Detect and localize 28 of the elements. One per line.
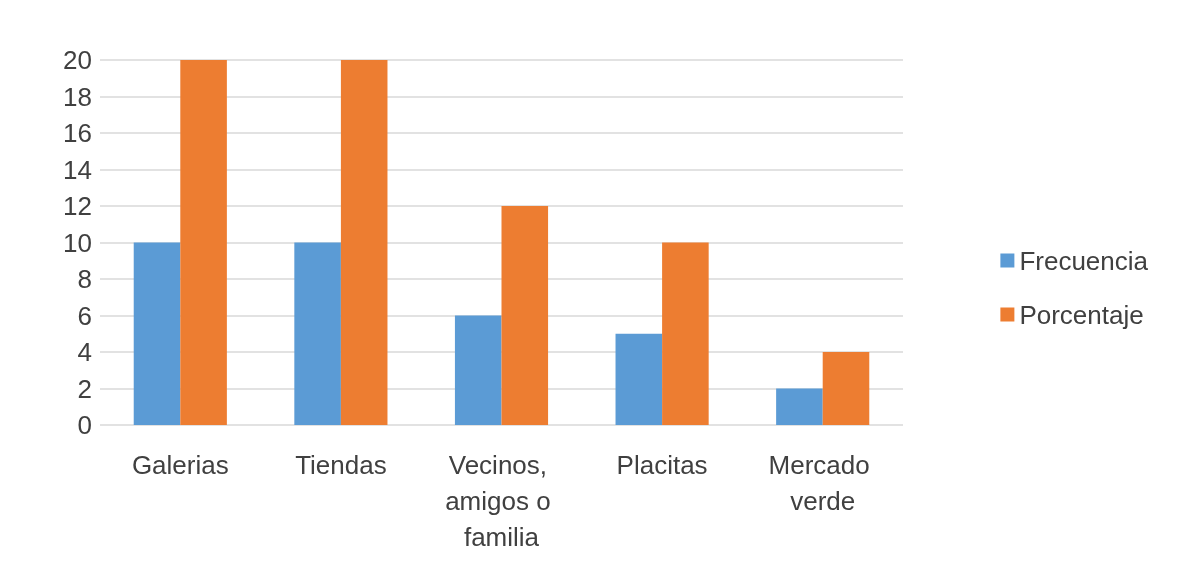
y-tick-label: 12	[63, 191, 92, 221]
x-tick-label: Mercado verde	[768, 450, 877, 516]
x-tick-label: Placitas	[616, 450, 708, 480]
legend-label: Porcentaje	[1019, 299, 1144, 330]
bar	[662, 242, 709, 425]
bar	[294, 242, 341, 425]
y-tick-label: 2	[77, 373, 92, 404]
x-tick-label: Vecinos, amigos o familia	[445, 450, 558, 552]
y-tick-label: 8	[77, 264, 92, 294]
bar	[133, 242, 181, 425]
bar	[340, 60, 388, 425]
y-tick-label: 16	[63, 118, 92, 148]
legend-label: Frecuencia	[1019, 245, 1149, 276]
bar	[822, 352, 870, 425]
x-tick-label: Tiendas	[295, 450, 387, 480]
y-tick-label: 20	[63, 45, 92, 75]
bar	[180, 60, 227, 425]
y-tick-label: 6	[77, 300, 92, 331]
y-tick-label: 0	[77, 410, 92, 440]
y-tick-label: 18	[63, 81, 92, 112]
y-tick-label: 14	[63, 154, 92, 185]
y-tick-label: 4	[77, 337, 92, 367]
bar	[776, 388, 823, 425]
y-tick-label: 10	[63, 227, 92, 258]
bar	[501, 206, 549, 425]
x-tick-label: Galerias	[131, 450, 229, 480]
bar	[615, 333, 663, 425]
bar	[454, 315, 502, 425]
